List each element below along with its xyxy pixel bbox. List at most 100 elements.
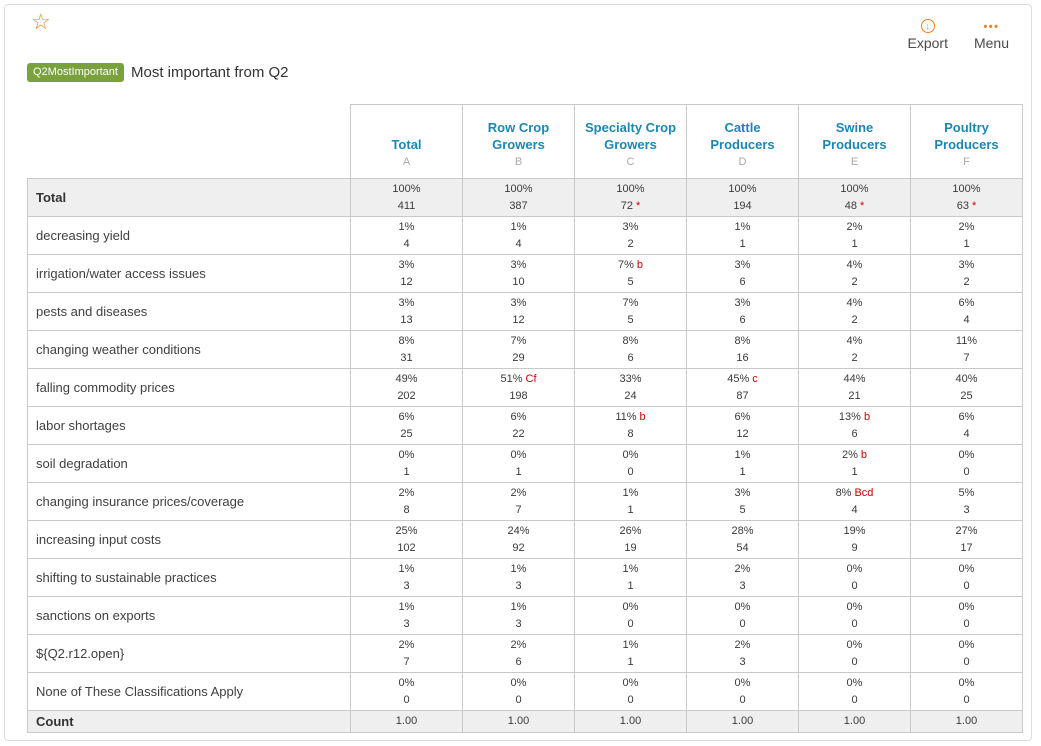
data-cell: 100% 72 * <box>574 178 687 217</box>
count-value: 411 <box>397 199 416 212</box>
percent-value: 4% <box>846 334 863 347</box>
count-value: 102 <box>397 541 416 554</box>
data-cell: 0% 0 <box>798 596 911 635</box>
count-value: 2 <box>851 313 858 326</box>
data-cell: 8% 16 <box>686 330 799 369</box>
significance-note: Bcd <box>854 486 874 499</box>
count-index-value: 1.00 <box>731 715 754 727</box>
data-cell: 6% 25 <box>350 406 463 445</box>
percent-value: 1% <box>734 448 751 461</box>
column-letter: F <box>963 156 970 168</box>
percent-value: 100% <box>728 182 757 195</box>
count-value: 3 <box>739 655 746 668</box>
table-row: decreasing yield 1% 4 1% 4 3% 2 1% 1 2% 1 2% 1 <box>27 216 1023 255</box>
percent-value: 0% <box>398 676 415 689</box>
significance-note: * <box>971 199 977 212</box>
percent-value: 3% <box>734 486 751 499</box>
count-value: 3 <box>963 503 970 516</box>
data-cell: 100% 48 * <box>798 178 911 217</box>
percent-value: 1% <box>398 600 415 613</box>
percent-value: 8% Bcd <box>835 486 874 499</box>
data-cell: 6% 4 <box>910 292 1023 331</box>
data-cell: 11% b 8 <box>574 406 687 445</box>
data-cell: 6% 12 <box>686 406 799 445</box>
export-button[interactable]: ↓ Export <box>908 19 948 51</box>
count-value: 1 <box>739 237 746 250</box>
count-value: 4 <box>963 313 970 326</box>
data-cell: 2% 3 <box>686 634 799 673</box>
table-row: ${Q2.r12.open} 2% 7 2% 6 1% 1 2% 3 0% 0 0% 0 <box>27 634 1023 673</box>
data-cell: 3% 5 <box>686 482 799 521</box>
menu-button[interactable]: ••• Menu <box>974 19 1009 51</box>
percent-value: 2% <box>846 220 863 233</box>
percent-value: 4% <box>846 258 863 271</box>
percent-value: 1% <box>510 562 527 575</box>
data-cell: 26% 19 <box>574 520 687 559</box>
count-value: 202 <box>397 389 416 402</box>
count-value: 3 <box>515 579 522 592</box>
total-row: Total 100% 411 100% 387 100% 72 * 100% 194 100% 48 *… <box>27 178 1023 217</box>
percent-value: 0% <box>622 448 639 461</box>
count-value: 16 <box>736 351 749 364</box>
percent-value: 3% <box>398 258 415 271</box>
count-value: 1 <box>403 465 410 478</box>
significance-note: Cf <box>525 372 537 385</box>
data-cell: 0% 0 <box>910 634 1023 673</box>
data-cell: 0% 0 <box>798 558 911 597</box>
count-value: 3 <box>739 579 746 592</box>
row-label: irrigation/water access issues <box>27 254 351 293</box>
export-download-icon: ↓ <box>920 19 935 33</box>
data-cell: 100% 194 <box>686 178 799 217</box>
data-cell: 2% 1 <box>910 216 1023 255</box>
data-cell: 4% 2 <box>798 330 911 369</box>
percent-value: 0% <box>398 448 415 461</box>
data-cell: 44% 21 <box>798 368 911 407</box>
percent-value: 45% c <box>727 372 758 385</box>
count-value: 194 <box>733 199 752 212</box>
percent-value: 8% <box>622 334 639 347</box>
count-value: 31 <box>400 351 413 364</box>
data-cell: 1% 1 <box>574 558 687 597</box>
percent-value: 0% <box>622 600 639 613</box>
percent-value: 0% <box>510 676 527 689</box>
percent-value: 6% <box>510 410 527 423</box>
count-value: 3 <box>403 579 410 592</box>
percent-value: 0% <box>510 448 527 461</box>
percent-value: 8% <box>398 334 415 347</box>
percent-value: 5% <box>958 486 975 499</box>
percent-value: 1% <box>622 562 639 575</box>
table-row: None of These Classifications Apply 0% 0 0%… <box>27 672 1023 711</box>
percent-value: 3% <box>622 220 639 233</box>
row-label: sanctions on exports <box>27 596 351 635</box>
data-cell: 0% 0 <box>798 634 911 673</box>
significance-note: b <box>636 258 644 271</box>
percent-value: 100% <box>504 182 533 195</box>
count-value: 4 <box>515 237 522 250</box>
count-value: 1 <box>851 465 858 478</box>
count-value: 2 <box>627 237 634 250</box>
percent-value: 26% <box>619 524 642 537</box>
page-title: Most important from Q2 <box>130 64 289 81</box>
significance-note: * <box>635 199 641 212</box>
data-cell: 0% 1 <box>350 444 463 483</box>
count-value: 72 * <box>620 199 641 212</box>
count-value: 24 <box>624 389 637 402</box>
count-value: 8 <box>403 503 410 516</box>
percent-value: 33% <box>619 372 642 385</box>
data-cell: 3% 13 <box>350 292 463 331</box>
count-value: 8 <box>627 427 634 440</box>
count-cell: 1.00 <box>798 710 911 733</box>
data-cell: 7% b 5 <box>574 254 687 293</box>
data-cell: 8% 6 <box>574 330 687 369</box>
data-cell: 40% 25 <box>910 368 1023 407</box>
count-index-value: 1.00 <box>395 715 418 727</box>
count-value: 0 <box>851 655 858 668</box>
percent-value: 3% <box>734 258 751 271</box>
data-cell: 4% 2 <box>798 292 911 331</box>
percent-value: 0% <box>958 638 975 651</box>
favorite-star-icon[interactable]: ☆ <box>31 9 51 34</box>
row-label: labor shortages <box>27 406 351 445</box>
count-value: 0 <box>515 693 522 706</box>
table-row: shifting to sustainable practices 1% 3 1% 3 1… <box>27 558 1023 597</box>
row-label: decreasing yield <box>27 216 351 255</box>
